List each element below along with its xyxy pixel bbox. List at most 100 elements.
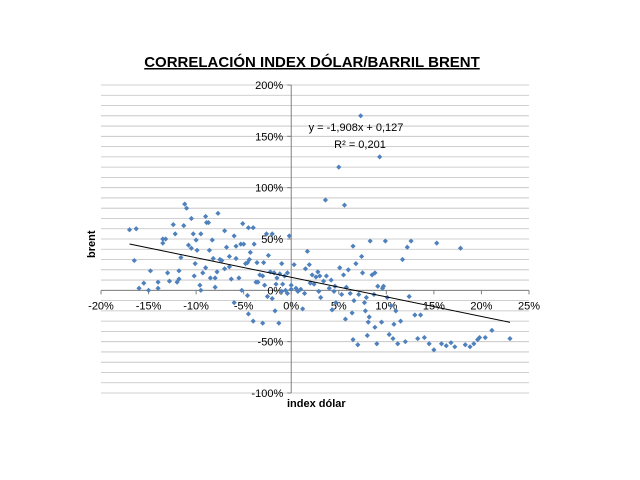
data-point: [233, 243, 239, 249]
data-point: [467, 344, 473, 350]
data-point: [178, 254, 184, 261]
y-tick-label: 0%: [267, 285, 283, 297]
data-point: [426, 341, 432, 347]
data-point: [462, 342, 468, 348]
data-point: [271, 270, 277, 276]
data-point: [306, 262, 312, 268]
data-point: [355, 342, 361, 348]
data-point: [147, 268, 154, 274]
data-point: [361, 300, 368, 306]
data-point: [359, 270, 366, 276]
data-point: [274, 275, 280, 281]
data-point: [365, 319, 371, 325]
data-point: [182, 201, 188, 207]
data-point: [286, 233, 292, 239]
data-point: [145, 287, 152, 293]
data-point: [222, 228, 228, 234]
data-point: [438, 341, 445, 347]
data-point: [219, 257, 225, 264]
data-point: [239, 287, 245, 293]
r-squared-label: R² = 0,201: [334, 139, 386, 151]
data-point: [181, 223, 187, 229]
data-point: [298, 286, 304, 292]
y-tick-label: 100%: [255, 183, 283, 195]
data-point: [250, 318, 256, 324]
data-point: [288, 282, 294, 288]
data-point: [377, 154, 383, 160]
data-point: [318, 294, 324, 301]
chart-title: CORRELACIÓN INDEX DÓLAR/BARRIL BRENT: [144, 53, 480, 71]
data-point: [276, 320, 282, 326]
data-point: [193, 237, 199, 243]
data-point: [209, 237, 215, 243]
x-tick-label: 0%: [283, 300, 299, 312]
data-point: [163, 236, 169, 242]
data-point: [431, 347, 437, 353]
y-tick-labels: 200% 150% 100% 50% 0% -50% -100%: [251, 80, 283, 400]
x-tick-label: -10%: [183, 300, 209, 312]
data-point: [260, 320, 266, 326]
data-point: [356, 291, 362, 298]
data-point: [265, 252, 271, 259]
data-point: [210, 255, 216, 262]
data-point: [133, 226, 139, 232]
data-point: [203, 265, 209, 271]
data-point: [261, 260, 267, 266]
data-point: [402, 339, 408, 345]
data-point: [315, 269, 321, 275]
y-tick-label: -50%: [258, 337, 284, 349]
data-point: [393, 308, 399, 314]
data-point: [301, 290, 308, 297]
data-point: [507, 335, 513, 342]
data-point: [206, 247, 213, 253]
data-point: [245, 311, 252, 317]
data-point: [333, 300, 339, 306]
data-point: [341, 202, 348, 208]
data-point: [241, 241, 247, 247]
data-point: [421, 334, 427, 341]
data-point: [452, 344, 458, 350]
y-tick-label: -100%: [251, 388, 283, 400]
data-point: [316, 288, 322, 294]
data-point: [406, 293, 412, 300]
data-point: [228, 276, 234, 282]
x-tick-labels: -20%-15%-10%-5%0%5%10%15%20%25%: [88, 300, 540, 312]
data-point: [250, 225, 256, 231]
trendline: [129, 243, 511, 323]
y-tick-label: 50%: [261, 234, 283, 246]
data-point: [172, 231, 178, 237]
data-point: [226, 264, 232, 270]
data-point: [207, 275, 213, 281]
data-point: [342, 316, 349, 322]
data-point: [329, 307, 335, 313]
data-point: [366, 314, 372, 320]
data-point: [359, 253, 365, 260]
trendline-equation: y = -1,908x + 0,127: [309, 122, 404, 134]
data-point: [374, 341, 380, 347]
data-point: [176, 276, 182, 282]
data-point: [279, 288, 285, 294]
data-point: [214, 269, 220, 275]
x-tick-label: -20%: [88, 300, 114, 312]
data-point: [170, 222, 176, 228]
data-point: [269, 231, 275, 237]
data-points: [126, 113, 513, 353]
data-point: [345, 267, 351, 273]
data-point: [203, 213, 209, 220]
data-point: [386, 331, 392, 338]
data-point: [200, 270, 206, 276]
data-point: [233, 255, 239, 262]
data-point: [247, 249, 253, 255]
data-point: [340, 272, 347, 278]
data-point: [349, 310, 355, 316]
data-point: [302, 266, 309, 272]
data-point: [311, 281, 317, 287]
data-point: [379, 285, 386, 291]
data-point: [404, 244, 410, 250]
data-point: [280, 281, 286, 287]
data-point: [336, 164, 342, 170]
data-point: [254, 260, 260, 266]
data-point: [155, 285, 161, 291]
data-point: [326, 285, 332, 291]
data-point: [190, 231, 196, 237]
